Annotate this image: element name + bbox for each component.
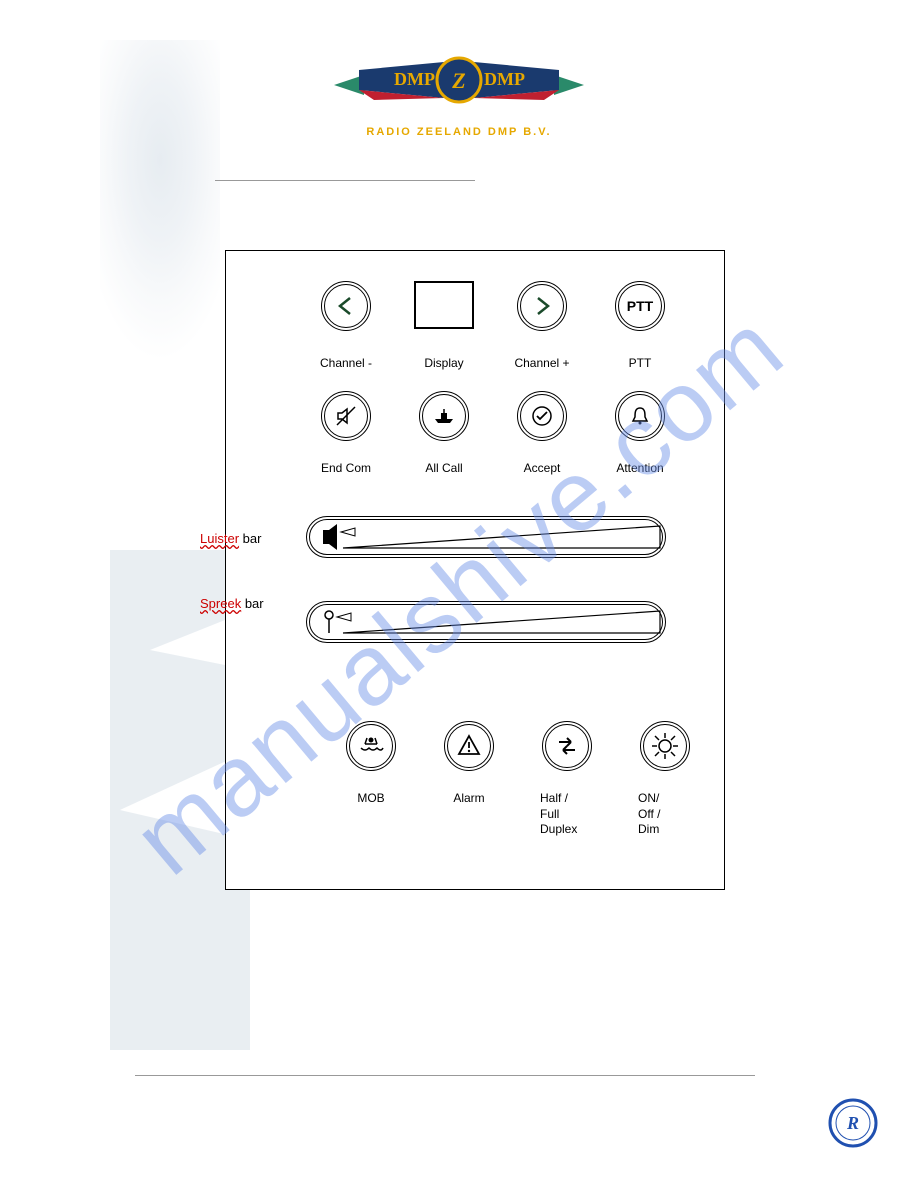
all-call-button[interactable]: [419, 391, 469, 441]
end-com-label: End Com: [301, 461, 391, 477]
row-1: PTT: [301, 281, 685, 331]
mob-label: MOB: [326, 791, 416, 807]
channel-plus-button[interactable]: [517, 281, 567, 331]
end-com-button[interactable]: [321, 391, 371, 441]
mute-icon: [333, 403, 359, 429]
svg-text:Z: Z: [451, 68, 465, 93]
row-3: [326, 721, 710, 771]
on-off-dim-label: ON/ Off / Dim: [620, 791, 710, 838]
display-screen: [414, 281, 474, 329]
accept-label: Accept: [497, 461, 587, 477]
iso-badge: R: [828, 1098, 878, 1148]
channel-plus-label: Channel +: [497, 356, 587, 372]
row-2: [301, 391, 685, 441]
attention-button[interactable]: [615, 391, 665, 441]
alarm-icon: [455, 732, 483, 760]
background-blob-top: [100, 40, 220, 440]
duplex-icon: [553, 732, 581, 760]
on-off-dim-button[interactable]: [640, 721, 690, 771]
accept-button[interactable]: [517, 391, 567, 441]
display-label: Display: [399, 356, 489, 372]
alarm-label: Alarm: [424, 791, 514, 807]
all-call-label: All Call: [399, 461, 489, 477]
luister-bar-graphic: [315, 520, 665, 554]
row-3-labels: MOB Alarm Half / Full Duplex ON/ Off / D…: [326, 781, 710, 838]
logo-text-left: DMP: [394, 69, 435, 89]
channel-minus-button[interactable]: [321, 281, 371, 331]
duplex-label: Half / Full Duplex: [522, 791, 612, 838]
bell-icon: [627, 403, 653, 429]
mob-button[interactable]: [346, 721, 396, 771]
divider-top: [215, 180, 475, 181]
luister-bar[interactable]: [306, 516, 666, 558]
check-icon: [529, 403, 555, 429]
brightness-icon: [650, 731, 680, 761]
logo-subtitle: RADIO ZEELAND DMP B.V.: [329, 126, 589, 138]
logo-text-right: DMP: [484, 69, 525, 89]
divider-bottom: [135, 1075, 755, 1076]
logo-svg: DMP DMP Z: [329, 50, 589, 120]
mob-icon: [357, 732, 385, 760]
spreek-bar[interactable]: [306, 601, 666, 643]
row-2-labels: End Com All Call Accept Attention: [301, 451, 685, 477]
channel-minus-label: Channel -: [301, 356, 391, 372]
ptt-button[interactable]: PTT: [615, 281, 665, 331]
svg-text:R: R: [846, 1113, 859, 1133]
attention-label: Attention: [595, 461, 685, 477]
duplex-button[interactable]: [542, 721, 592, 771]
spreek-bar-label: Spreek bar: [200, 596, 264, 611]
control-panel-figure: PTT Channel - Display Channel + PTT: [225, 250, 725, 890]
chevron-right-icon: [530, 294, 554, 318]
ptt-text-icon: PTT: [627, 298, 653, 314]
logo: DMP DMP Z RADIO ZEELAND DMP B.V.: [329, 50, 589, 138]
alarm-button[interactable]: [444, 721, 494, 771]
ship-icon: [431, 403, 457, 429]
luister-bar-label: Luister bar: [200, 531, 261, 546]
chevron-left-icon: [334, 294, 358, 318]
spreek-bar-graphic: [315, 605, 665, 639]
row-1-labels: Channel - Display Channel + PTT: [301, 346, 685, 372]
ptt-label: PTT: [595, 356, 685, 372]
